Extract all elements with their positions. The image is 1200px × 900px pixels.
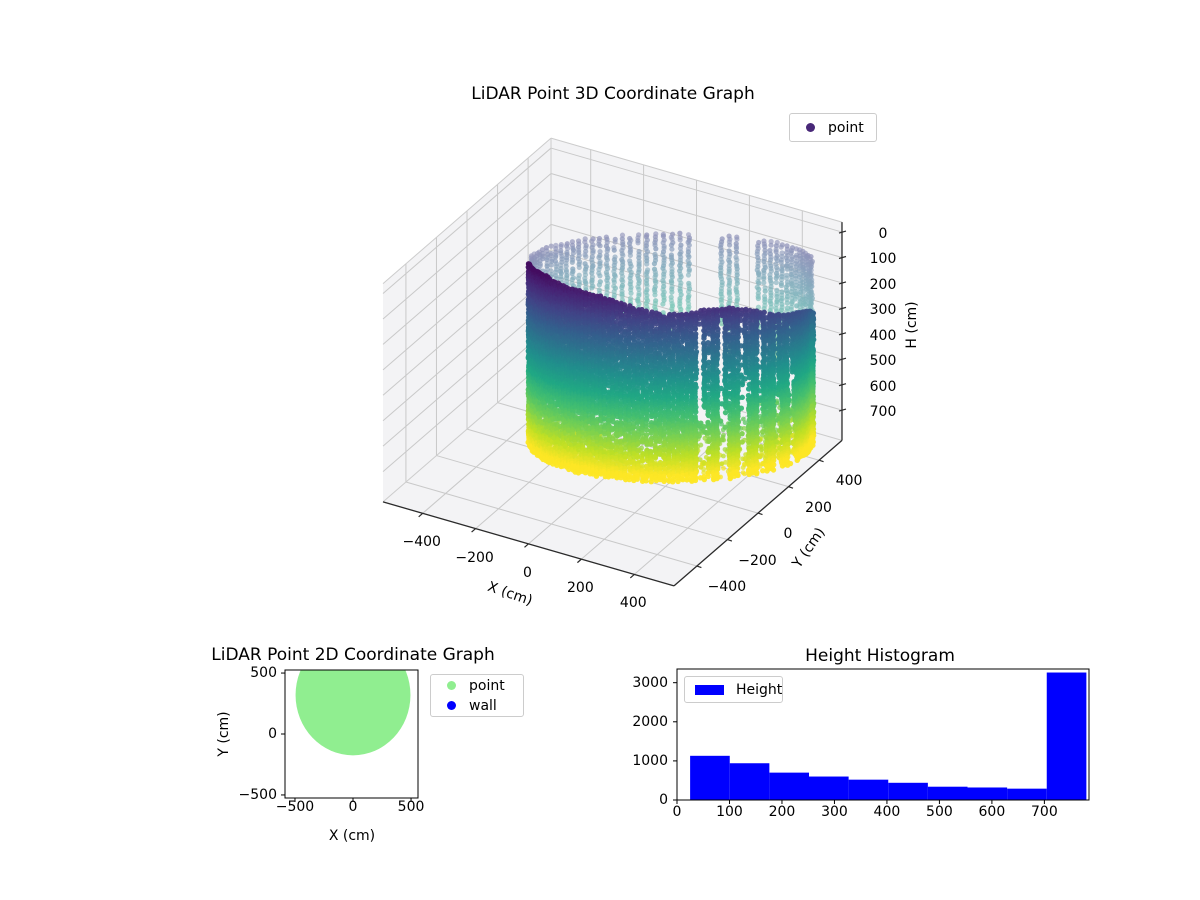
xhist-tick-label: 600 [978,804,1006,820]
point-marker-icon [447,681,456,690]
y3d-tick-label: −400 [707,579,747,596]
x2d-tick-label: 0 [348,799,358,815]
z3d-tick-label: 500 [869,353,897,370]
legend-entry-point: point [790,118,876,138]
legend-label: Height [736,681,783,698]
y2d-tick-label: 0 [268,726,277,742]
plot3d-title: LiDAR Point 3D Coordinate Graph [471,84,755,104]
legend-label: point [828,119,864,136]
xhist-tick-label: 700 [1031,804,1058,820]
yhist-tick-label: 3000 [632,674,668,691]
z3d-tick-label: 200 [869,276,897,293]
xhist-tick-label: 500 [926,804,953,820]
z3d-tick-label: 400 [869,327,897,344]
x3d-tick-label: 400 [619,595,647,612]
y3d-tick-label: −200 [738,552,777,569]
yhist-tick-label: 1000 [632,752,668,769]
wall-marker-icon [447,701,456,710]
point-marker-icon [806,123,815,132]
x3d-tick-label: −200 [455,549,494,566]
z3d-tick-label: 600 [869,378,897,395]
y3d-tick-label: 400 [835,473,863,490]
plot2d-title: LiDAR Point 2D Coordinate Graph [211,645,495,665]
y2d-tick-label: −500 [238,786,277,803]
legend-label: wall [469,697,497,714]
legend-entry-point: point [431,676,523,696]
xhist-tick-label: 0 [672,804,682,820]
xhist-tick-label: 400 [873,804,901,820]
y3d-tick-label: 200 [805,499,832,516]
xhist-tick-label: 300 [821,804,848,820]
plot3d-legend: point [789,113,877,142]
yhist-tick-label: 2000 [632,713,668,730]
histogram-title: Height Histogram [805,646,955,666]
z3d-tick-label: 0 [878,226,888,243]
x2d-axis-label: X (cm) [328,828,376,844]
histogram-legend: Height [684,676,783,703]
legend-label: point [469,677,505,694]
x2d-tick-label: −500 [275,799,315,815]
x2d-tick-label: 500 [397,799,425,815]
z3d-axis-label: H (cm) [904,301,920,349]
y2d-axis-label: Y (cm) [216,711,232,757]
xhist-tick-label: 200 [768,804,796,820]
x3d-tick-label: 0 [523,564,532,581]
x3d-tick-label: −400 [402,534,441,551]
xhist-tick-label: 100 [716,804,743,820]
z3d-tick-label: 100 [869,251,897,268]
legend-entry-wall: wall [431,696,523,716]
z3d-tick-label: 700 [869,404,897,421]
yhist-tick-label: 0 [659,792,668,808]
z3d-tick-label: 300 [869,302,897,319]
x3d-tick-label: 200 [567,580,594,597]
y2d-tick-label: 500 [250,665,277,682]
y3d-tick-label: 0 [783,526,793,543]
legend-entry-height: Height [685,680,782,700]
height-patch-icon [695,684,724,695]
plot2d-legend: point wall [430,674,524,717]
